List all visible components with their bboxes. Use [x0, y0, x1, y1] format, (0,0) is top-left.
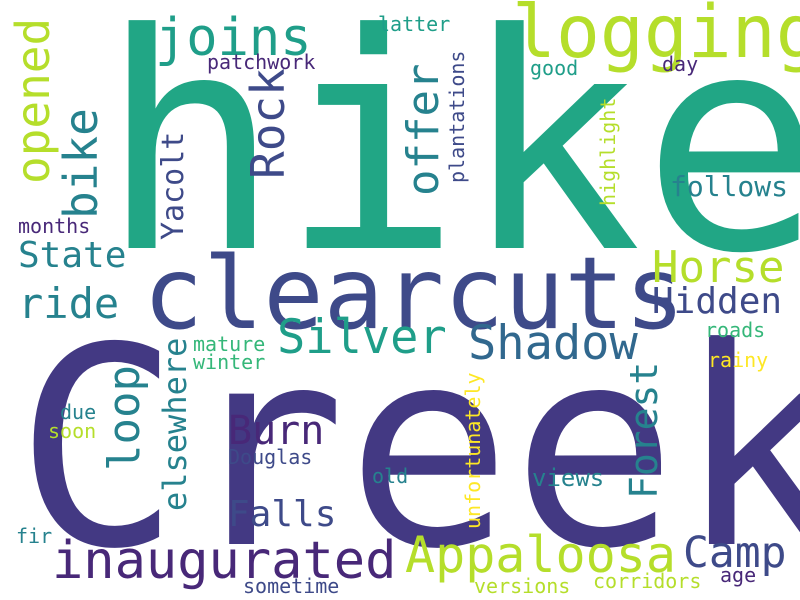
word-corridors: corridors — [593, 569, 702, 593]
word-offer: offer — [398, 63, 449, 196]
word-sometime: sometime — [243, 574, 340, 598]
word-soon: soon — [48, 419, 97, 443]
word-yacolt: Yacolt — [156, 131, 191, 240]
word-unfortunately: unfortunately — [461, 372, 485, 529]
word-latter: latter — [378, 12, 451, 36]
word-due: due — [60, 400, 97, 424]
word-appaloosa: Appaloosa — [405, 526, 676, 584]
word-rock: Rock — [241, 68, 295, 179]
word-follows: follows — [670, 170, 789, 203]
word-hidden: Hidden — [652, 281, 783, 322]
word-bike: bike — [54, 108, 108, 219]
word-forest: Forest — [622, 361, 666, 499]
word-opened: opened — [6, 17, 60, 184]
word-creek: Creek — [15, 289, 800, 600]
word-douglas: Douglas — [228, 445, 313, 469]
word-views: views — [532, 464, 605, 492]
word-old: old — [372, 464, 409, 488]
word-hike: hike — [100, 0, 800, 319]
word-elsewhere: elsewhere — [156, 337, 194, 511]
word-joins: joins — [155, 8, 312, 68]
word-good: good — [530, 56, 579, 80]
word-shadow: Shadow — [468, 316, 638, 371]
word-loop: loop — [99, 365, 150, 471]
word-roads: roads — [705, 318, 766, 342]
word-plantations: plantations — [445, 50, 469, 183]
word-rainy: rainy — [708, 348, 769, 372]
word-clearcuts: clearcuts — [143, 235, 685, 352]
word-silver: Silver — [277, 310, 447, 365]
word-state: State — [18, 235, 127, 276]
word-ride: ride — [18, 279, 120, 328]
word-age: age — [720, 563, 757, 587]
word-inaugurated: inaugurated — [52, 531, 397, 591]
word-patchwork: patchwork — [207, 50, 316, 74]
word-day: day — [662, 52, 699, 76]
word-burn: Burn — [228, 408, 325, 454]
word-falls: Falls — [228, 494, 337, 535]
word-logging: logging — [512, 0, 800, 75]
word-camp: Camp — [683, 528, 787, 578]
word-months: months — [18, 214, 91, 238]
word-highlight: highlight — [596, 97, 620, 206]
word-fir: fir — [16, 524, 53, 548]
word-mature: mature — [193, 332, 266, 356]
word-horse: Horse — [652, 242, 785, 293]
word-versions: versions — [474, 574, 571, 598]
word-winter: winter — [193, 350, 266, 374]
